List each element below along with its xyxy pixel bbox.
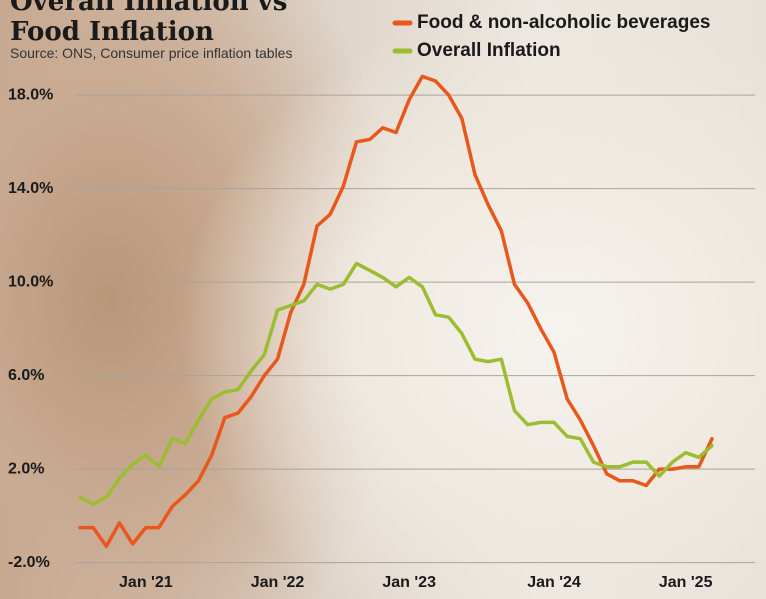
y-tick-label: -2.0% bbox=[8, 554, 50, 571]
x-tick-label: Jan '22 bbox=[251, 574, 305, 591]
series-line bbox=[78, 74, 714, 549]
legend-label: Overall Inflation bbox=[417, 40, 561, 61]
series-line bbox=[78, 261, 714, 506]
y-tick-label: 14.0% bbox=[8, 180, 53, 197]
y-tick-label: 18.0% bbox=[8, 86, 53, 103]
y-tick-label: 2.0% bbox=[8, 460, 44, 477]
x-tick-label: Jan '21 bbox=[119, 574, 173, 591]
chart-subtitle: Source: ONS, Consumer price inflation ta… bbox=[10, 45, 293, 61]
y-tick-label: 10.0% bbox=[8, 273, 53, 290]
chart-title: Overall Inflation vs Food Inflation bbox=[10, 0, 288, 47]
x-tick-label: Jan '25 bbox=[659, 574, 713, 591]
y-tick-label: 6.0% bbox=[8, 367, 44, 384]
x-tick-label: Jan '23 bbox=[382, 574, 436, 591]
legend-label: Food & non-alcoholic beverages bbox=[417, 12, 711, 33]
x-tick-label: Jan '24 bbox=[527, 574, 581, 591]
